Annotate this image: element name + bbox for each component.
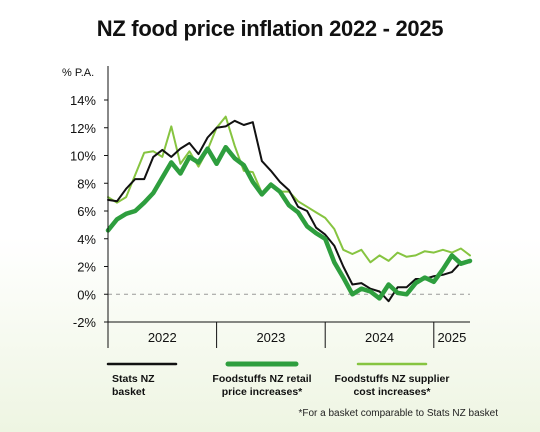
y-tick-label: 6% xyxy=(77,204,96,219)
y-tick-label: 8% xyxy=(77,176,96,191)
footnote: *For a basket comparable to Stats NZ bas… xyxy=(298,408,498,419)
legend-label-2: Foodstuffs NZ supplier cost increases* xyxy=(335,373,450,398)
legend-label-1: Foodstuffs NZ retail price increases* xyxy=(212,373,311,398)
y-tick-label: 4% xyxy=(77,232,96,247)
year-label: 2025 xyxy=(437,330,466,345)
y-axis-label: % P.A. xyxy=(62,67,94,79)
chart-title: NZ food price inflation 2022 - 2025 xyxy=(96,16,444,41)
y-tick-label: 10% xyxy=(70,149,96,164)
year-label: 2022 xyxy=(148,330,177,345)
series-line-0 xyxy=(107,119,471,303)
y-tick-label: 12% xyxy=(70,121,96,136)
series-line-1 xyxy=(105,144,473,301)
year-label: 2024 xyxy=(365,330,394,345)
y-tick-label: 2% xyxy=(77,260,96,275)
y-tick-label: 0% xyxy=(77,287,96,302)
y-tick-label: 14% xyxy=(70,93,96,108)
year-label: 2023 xyxy=(256,330,285,345)
legend-label-0: Stats NZ basket xyxy=(112,373,155,398)
y-tick-label: -2% xyxy=(73,315,97,330)
